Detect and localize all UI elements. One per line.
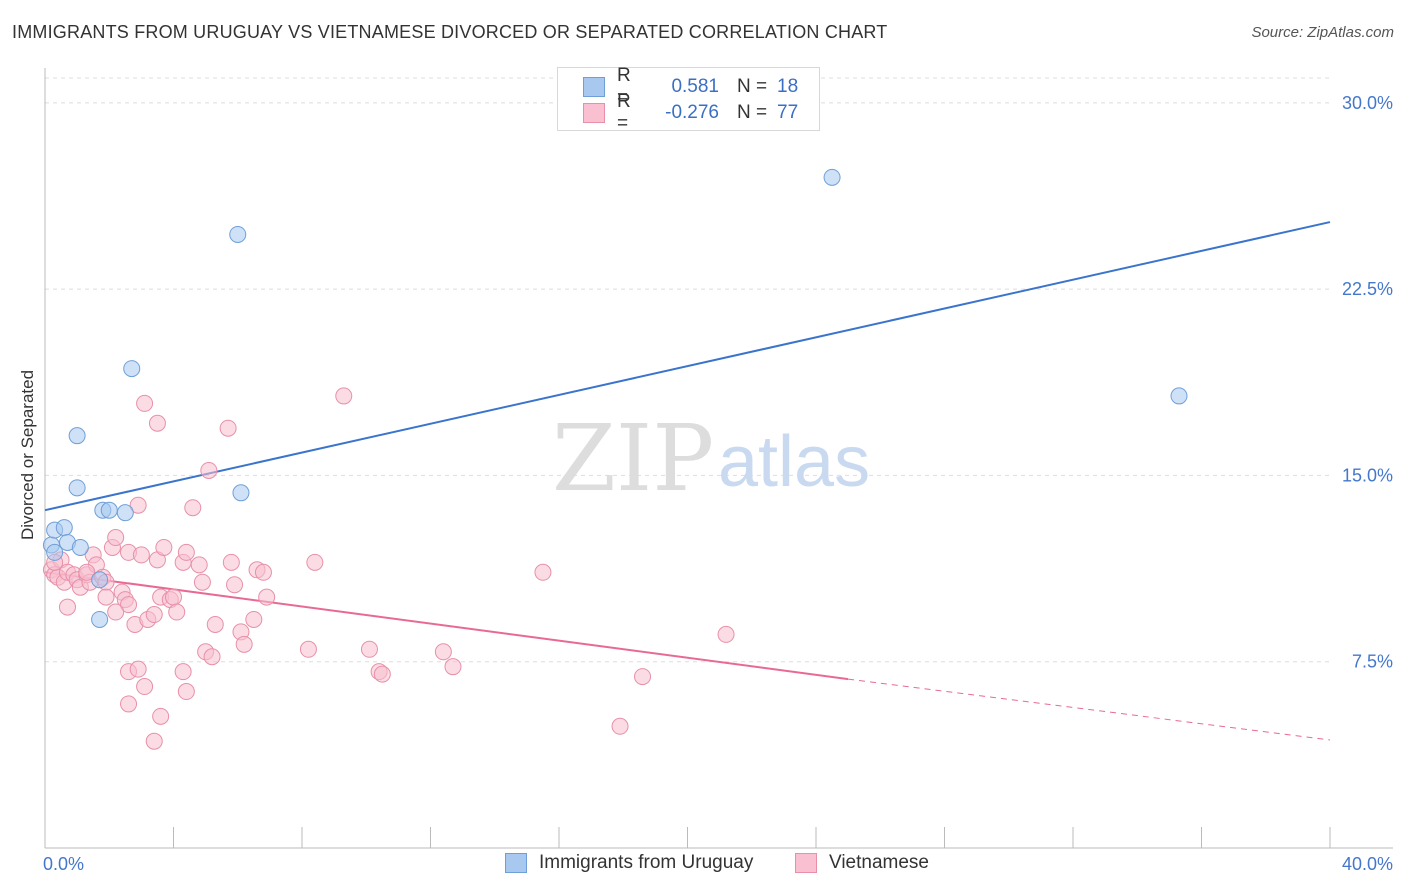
vietnamese-point [155,538,173,556]
trend-line-uruguay [44,221,1331,512]
legend-swatch-uruguay [583,77,605,97]
vietnamese-point [58,598,76,616]
x-tick-label: 40.0% [1342,854,1393,874]
uruguay-point [232,484,250,502]
uruguay-point [68,479,86,497]
vietnamese-point [219,419,237,437]
vietnamese-point [120,695,138,713]
vietnamese-point [184,499,202,517]
source-label: Source: ZipAtlas.com [1251,24,1394,41]
vietnamese-point [136,394,154,412]
vietnamese-point [258,588,276,606]
legend-r-label: R = [617,91,631,134]
vietnamese-point [373,665,391,683]
trend-line-extension [848,678,1331,741]
vietnamese-point [200,461,218,479]
uruguay-point [71,538,89,556]
y-tick-label: 30.0% [1342,93,1393,113]
legend-r-value: -0.276 [665,102,719,123]
uruguay-point [1170,387,1188,405]
vietnamese-point [190,556,208,574]
vietnamese-point [78,563,96,581]
vietnamese-point [145,732,163,750]
trend-line-vietnamese [44,571,849,681]
watermark-zip: ZIP [552,405,714,512]
uruguay-point [55,519,73,537]
vietnamese-point [335,387,353,405]
x-tick-label: 0.0% [43,854,84,874]
uruguay-point [823,168,841,186]
legend-r-label: R = [617,65,631,108]
uruguay-point [91,571,109,589]
vietnamese-point [120,596,138,614]
vietnamese-point [444,658,462,676]
vietnamese-point [360,640,378,658]
y-tick-label: 7.5% [1352,652,1393,672]
vietnamese-point [177,683,195,701]
y-axis-label: Divorced or Separated [18,370,37,540]
uruguay-point [68,427,86,445]
legend-swatch-vietnamese [583,103,605,123]
chart-title: IMMIGRANTS FROM URUGUAY VS VIETNAMESE DI… [12,22,888,42]
vietnamese-point [165,588,182,606]
vietnamese-point [107,529,125,547]
vietnamese-point [145,606,163,624]
legend-row-vietnamese: R = -0.276 N = 77 [583,91,799,134]
vietnamese-point [136,678,154,696]
uruguay-point [100,501,118,519]
vietnamese-point [177,543,195,561]
series-swatch-uruguay [505,853,527,873]
vietnamese-point [203,648,221,666]
uruguay-point [46,543,64,561]
correlation-legend: R = 0.581 N = 18 R = -0.276 N = 77 [557,65,820,134]
vietnamese-point [299,640,317,658]
series-legend-uruguay[interactable]: Immigrants from Uruguay [505,852,753,874]
legend-r-value: 0.581 [671,76,719,97]
legend-n-value: 18 [777,76,799,97]
vietnamese-point [132,546,150,564]
legend-n-label: N = [737,102,768,123]
vietnamese-point [245,610,263,628]
vietnamese-point [534,563,552,581]
uruguay-point [116,504,134,522]
vietnamese-point [168,603,186,621]
y-tick-label: 22.5% [1342,279,1393,299]
uruguay-point [123,360,141,378]
vietnamese-point [174,663,192,681]
vietnamese-point [611,717,629,735]
vietnamese-point [717,625,735,643]
vietnamese-point [235,635,253,653]
uruguay-point [91,610,109,628]
vietnamese-point [206,615,224,633]
y-tick-label: 15.0% [1342,465,1393,485]
legend-n-label: N = [737,76,768,97]
vietnamese-point [634,668,652,686]
watermark-atlas: atlas [718,422,870,502]
series-legend: Immigrants from Uruguay Vietnamese [0,852,1406,878]
vietnamese-point [306,553,324,571]
vietnamese-point [226,576,244,594]
vietnamese-point [254,563,272,581]
vietnamese-point [148,414,166,432]
vietnamese-point [129,660,147,678]
series-label-vietnamese: Vietnamese [829,852,929,873]
uruguay-point [229,225,247,243]
vietnamese-point [193,573,211,591]
vietnamese-point [97,588,115,606]
series-legend-vietnamese[interactable]: Vietnamese [795,852,929,874]
vietnamese-point [129,496,147,514]
vietnamese-point [107,603,125,621]
series-swatch-vietnamese [795,853,817,873]
vietnamese-point [222,553,240,571]
vietnamese-point [434,643,452,661]
series-label-uruguay: Immigrants from Uruguay [539,852,754,873]
legend-row-uruguay: R = 0.581 N = 18 [583,65,799,108]
legend-n-value: 77 [777,102,799,123]
vietnamese-point [152,707,170,725]
